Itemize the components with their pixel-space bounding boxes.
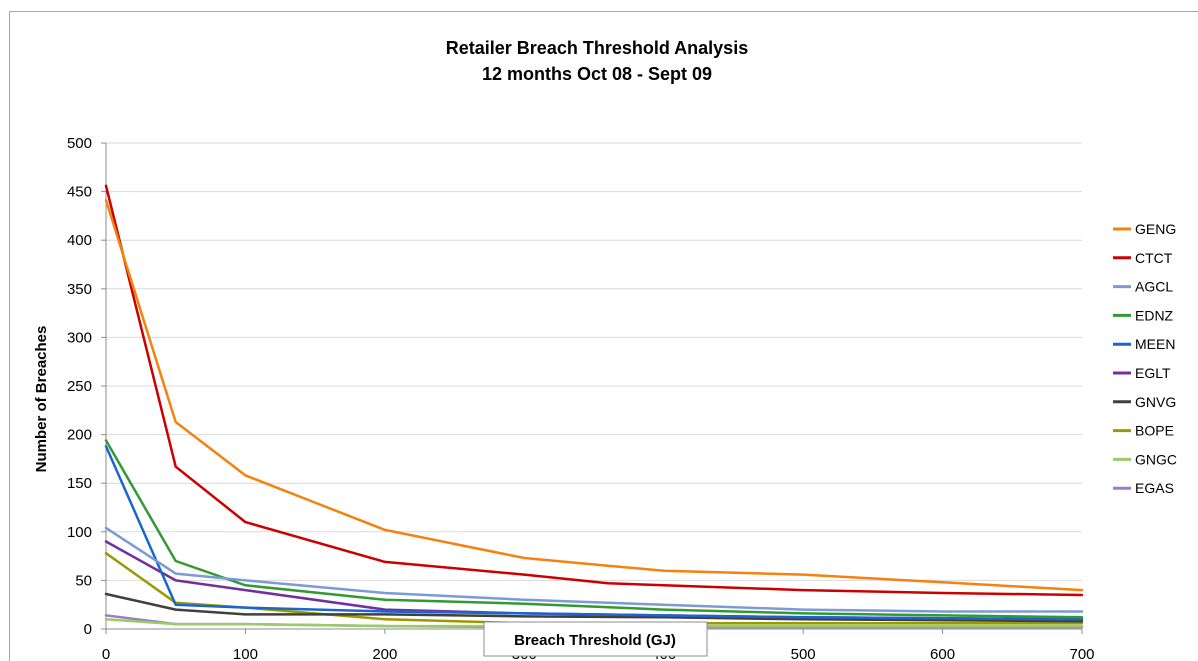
y-axis-title: Number of Breaches bbox=[33, 326, 50, 473]
y-axis-ticks: 0 50 100 150 200 250 300 350 400 450 500 bbox=[67, 135, 106, 638]
legend-label-ctct: CTCT bbox=[1135, 250, 1173, 266]
x-axis-title: Breach Threshold (GJ) bbox=[514, 632, 676, 649]
x-tick-label: 100 bbox=[233, 646, 258, 661]
series-line-agcl bbox=[104, 526, 1084, 613]
y-tick-label: 350 bbox=[67, 281, 92, 298]
y-tick-label: 0 bbox=[84, 621, 92, 638]
y-tick-label: 300 bbox=[67, 329, 92, 346]
chart-title-line-1: Retailer Breach Threshold Analysis bbox=[446, 38, 748, 58]
x-tick-label: 200 bbox=[372, 646, 397, 661]
y-tick-label: 500 bbox=[67, 135, 92, 152]
gridlines bbox=[106, 142, 1082, 581]
series-line-ctct bbox=[104, 184, 1084, 597]
x-tick-label: 600 bbox=[930, 646, 955, 661]
legend-label-agcl: AGCL bbox=[1135, 279, 1173, 295]
x-tick-label: 0 bbox=[102, 646, 110, 661]
series-line-ednz bbox=[104, 439, 1084, 619]
y-tick-label: 100 bbox=[67, 524, 92, 541]
x-axis-title-box bbox=[483, 621, 708, 657]
legend-label-gnvg: GNVG bbox=[1135, 394, 1176, 410]
y-tick-label: 250 bbox=[67, 378, 92, 395]
x-tick-label: 500 bbox=[791, 646, 816, 661]
chart-title-line-2: 12 months Oct 08 - Sept 09 bbox=[482, 64, 712, 84]
y-tick-label: 200 bbox=[67, 427, 92, 444]
legend-label-gngc: GNGC bbox=[1135, 451, 1177, 467]
legend-label-eglt: EGLT bbox=[1135, 365, 1171, 381]
y-tick-label: 400 bbox=[67, 232, 92, 249]
y-tick-label: 50 bbox=[75, 572, 92, 589]
legend-label-ednz: EDNZ bbox=[1135, 307, 1174, 323]
series-line-meen bbox=[104, 445, 1084, 621]
series-lines bbox=[104, 184, 1084, 629]
legend-label-egas: EGAS bbox=[1135, 480, 1174, 496]
legend-label-geng: GENG bbox=[1135, 221, 1176, 237]
legend: GENG CTCT AGCL EDNZ MEEN EGLT GNVG BOPE GNGC EGAS bbox=[1113, 221, 1177, 496]
y-tick-label: 150 bbox=[67, 475, 92, 492]
legend-label-bope: BOPE bbox=[1135, 423, 1174, 439]
legend-label-meen: MEEN bbox=[1135, 336, 1175, 352]
y-tick-label: 450 bbox=[67, 184, 92, 201]
series-line-gnvg bbox=[104, 592, 1084, 623]
series-line-geng bbox=[104, 199, 1084, 592]
x-tick-label: 700 bbox=[1069, 646, 1094, 661]
chart-frame bbox=[9, 11, 1198, 661]
